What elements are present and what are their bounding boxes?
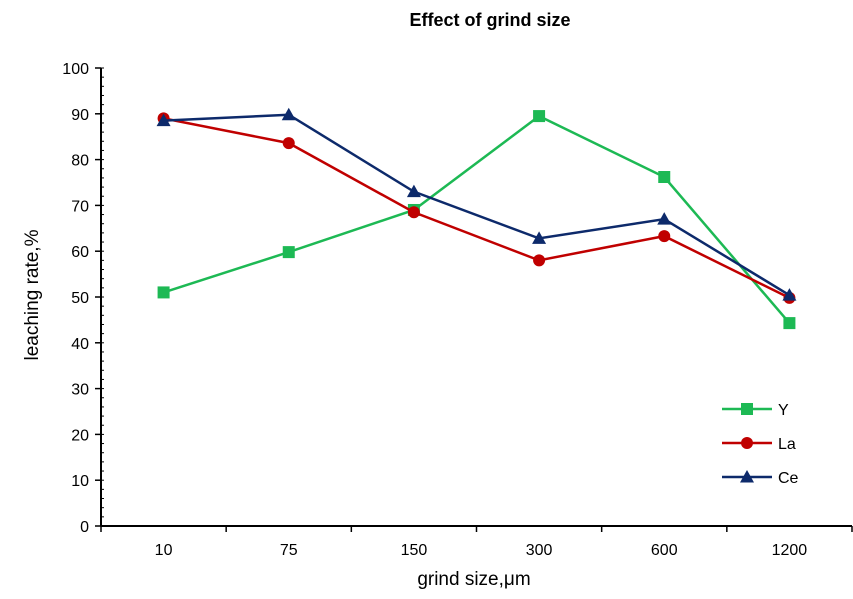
chart-title: Effect of grind size <box>409 10 570 30</box>
y-tick-label: 100 <box>62 61 89 78</box>
x-axis-title: grind size,μm <box>417 569 530 590</box>
data-point-y <box>533 110 546 123</box>
data-point-la <box>533 254 546 267</box>
x-tick-label: 10 <box>155 542 173 559</box>
y-tick-label: 70 <box>71 198 89 215</box>
x-tick-label: 150 <box>401 542 428 559</box>
data-point-ce <box>156 113 171 127</box>
data-point-y <box>783 317 796 330</box>
data-point-ce <box>782 288 797 301</box>
data-point-y <box>282 246 295 259</box>
y-tick-label: 30 <box>71 382 89 399</box>
x-tick-label: 300 <box>526 542 553 559</box>
series-line-ce <box>163 113 791 297</box>
data-point-ce <box>406 184 421 198</box>
y-tick-label: 40 <box>71 336 89 353</box>
x-tick-label: 1200 <box>772 542 808 559</box>
y-tick-label: 50 <box>71 290 89 307</box>
data-point-ce <box>281 107 296 121</box>
legend-label-ce: Ce <box>778 470 799 487</box>
y-tick-label: 20 <box>71 427 89 444</box>
data-point-la <box>407 206 420 219</box>
data-point-y <box>157 286 170 299</box>
x-tick-label: 75 <box>280 542 298 559</box>
data-point-y <box>658 171 671 184</box>
legend-label-y: Y <box>778 402 789 419</box>
plot-area: 0 10 20 30 40 50 60 70 80 90 100 10 75 150 300 600 1200 <box>62 61 853 559</box>
legend-marker-y <box>741 403 753 415</box>
y-tick-label: 90 <box>71 107 89 124</box>
data-point-ce <box>657 212 672 225</box>
legend-marker-ce <box>740 470 754 483</box>
series-line-la <box>163 117 790 300</box>
y-axis-title: leaching rate,% <box>22 229 43 360</box>
y-tick-label: 10 <box>71 473 89 490</box>
data-point-ce <box>532 231 547 244</box>
series-line-y <box>163 114 791 324</box>
y-tick-label: 0 <box>80 519 89 536</box>
legend-marker-la <box>741 437 753 449</box>
y-tick-label: 80 <box>71 153 89 170</box>
data-point-la <box>282 137 295 150</box>
y-tick-label: 60 <box>71 244 89 261</box>
legend: Y La Ce <box>722 402 799 487</box>
x-tick-label: 600 <box>651 542 678 559</box>
legend-label-la: La <box>778 436 796 453</box>
data-point-la <box>658 230 671 243</box>
